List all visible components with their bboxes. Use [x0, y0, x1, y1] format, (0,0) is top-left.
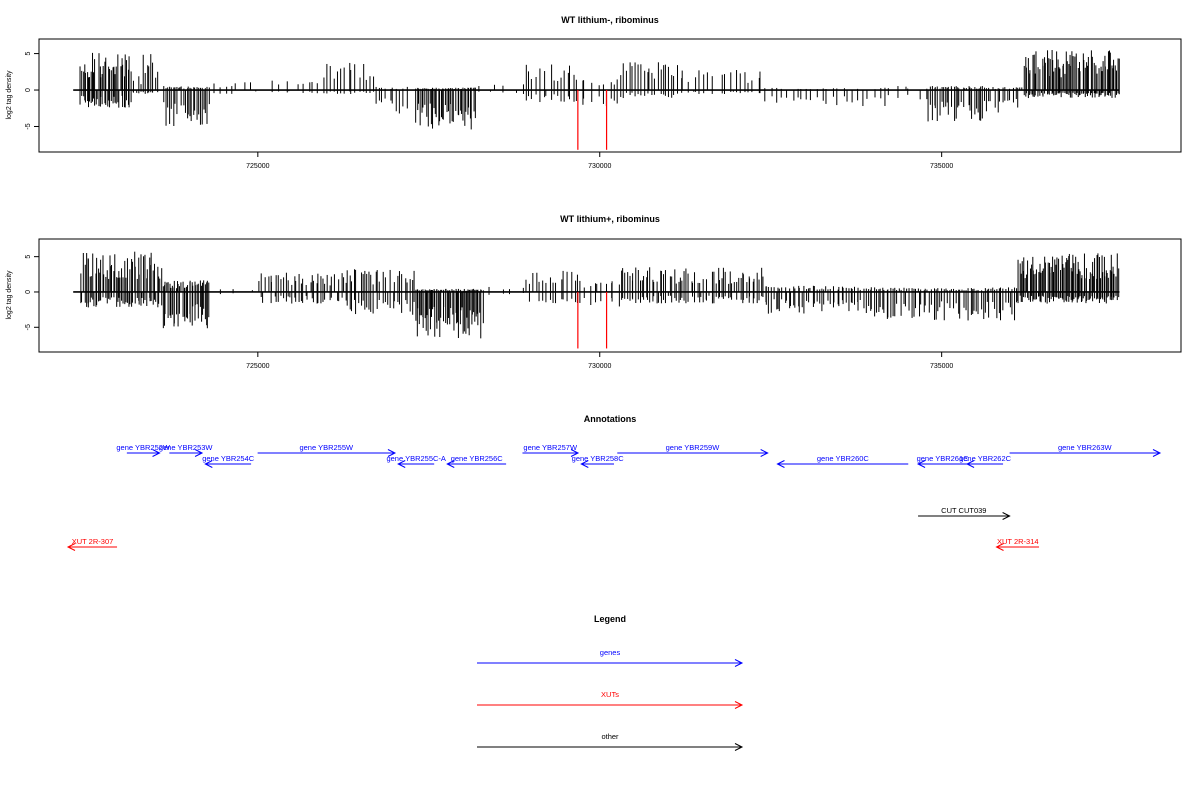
feature-arrowhead	[194, 449, 204, 457]
x-tick-label: 730000	[588, 163, 611, 170]
feature-arrowhead	[995, 543, 1004, 551]
y-tick-label: 0	[25, 290, 32, 294]
feature-label: gene YBR258C	[572, 454, 625, 463]
feature-gene-ybr257w: gene YBR257W	[522, 443, 580, 457]
plot-frame	[38, 238, 1182, 353]
feature-xut-2r-314: XUT 2R-314	[995, 537, 1040, 551]
legend: Legend genes XUTs other	[477, 614, 744, 751]
feature-gene-ybr255w: gene YBR255W	[257, 443, 397, 457]
feature-gene-ybr255c-a: gene YBR255C-A	[386, 454, 446, 468]
feature-label: gene YBR257W	[523, 443, 578, 452]
feature-arrowhead	[1002, 512, 1011, 520]
feature-gene-ybr259w: gene YBR259W	[617, 443, 769, 457]
feature-arrowhead	[760, 449, 769, 457]
feature-gene-ybr254c: gene YBR254C	[202, 454, 255, 468]
x-tick-label: 735000	[930, 363, 953, 370]
track-panel-lithium-plus: WT lithium+, ribominus log2 tag density …	[6, 214, 1182, 370]
y-axis: -5 0 5	[25, 52, 39, 130]
feature-label: gene YBR261C	[917, 454, 970, 463]
feature-gene-ybr262c: gene YBR262C	[959, 454, 1012, 468]
feature-label: XUT 2R-314	[997, 537, 1039, 546]
legend-item-xuts: XUTs	[477, 690, 744, 709]
legend-items: genes XUTs other	[477, 648, 744, 751]
feature-label: gene YBR254C	[202, 454, 255, 463]
feature-label: gene YBR252W	[116, 443, 171, 452]
feature-arrowhead	[387, 449, 397, 457]
y-tick-label: -5	[25, 123, 32, 129]
legend-item-genes: genes	[477, 648, 744, 667]
panel-title: WT lithium+, ribominus	[560, 214, 660, 224]
feature-arrowhead	[66, 543, 76, 551]
x-tick-label: 730000	[588, 363, 611, 370]
feature-label: gene YBR256C	[451, 454, 504, 463]
feature-label: gene YBR255C-A	[386, 454, 445, 463]
feature-label: gene YBR260C	[817, 454, 870, 463]
feature-gene-ybr256c: gene YBR256C	[446, 454, 507, 468]
feature-arrowhead	[580, 460, 589, 468]
x-axis: 725000 730000 735000	[246, 152, 953, 170]
feature-gene-ybr252w: gene YBR252W	[116, 443, 171, 457]
y-tick-label: -5	[25, 324, 32, 330]
y-tick-label: 5	[25, 52, 32, 56]
feature-arrowhead	[965, 460, 975, 468]
track-panel-lithium-minus: WT lithium-, ribominus log2 tag density …	[6, 15, 1182, 170]
legend-arrowhead	[734, 743, 744, 751]
legend-label: other	[601, 732, 619, 741]
feature-gene-ybr253w: gene YBR253W	[159, 443, 214, 457]
x-tick-label: 725000	[246, 363, 269, 370]
feature-label: gene YBR262C	[959, 454, 1012, 463]
y-tick-label: 0	[25, 88, 32, 92]
plot-frame	[38, 38, 1182, 153]
feature-arrowhead	[446, 460, 455, 468]
legend-title: Legend	[594, 614, 626, 624]
legend-label: XUTs	[601, 690, 619, 699]
legend-label: genes	[600, 648, 621, 657]
y-tick-label: 5	[25, 255, 32, 259]
feature-arrowhead	[152, 449, 161, 457]
feature-arrowhead	[204, 460, 213, 468]
x-tick-label: 735000	[930, 163, 953, 170]
feature-label: gene YBR255W	[299, 443, 354, 452]
y-axis: -5 0 5	[25, 255, 39, 330]
legend-arrowhead	[734, 659, 744, 667]
annotations-title: Annotations	[584, 414, 637, 424]
feature-gene-ybr258c: gene YBR258C	[572, 454, 625, 468]
legend-arrowhead	[734, 701, 744, 709]
x-tick-label: 725000	[246, 163, 269, 170]
feature-cut-cut039: CUT CUT039	[918, 506, 1011, 520]
feature-label: gene YBR259W	[666, 443, 721, 452]
highlight-group	[577, 90, 608, 150]
feature-arrowhead	[397, 460, 406, 468]
feature-label: XUT 2R-307	[72, 537, 114, 546]
feature-gene-ybr263w: gene YBR263W	[1009, 443, 1162, 457]
feature-arrowhead	[916, 460, 926, 468]
y-axis-label: log2 tag density	[6, 270, 13, 320]
legend-item-other: other	[477, 732, 744, 751]
feature-label: gene YBR253W	[159, 443, 214, 452]
feature-label: CUT CUT039	[941, 506, 986, 515]
feature-arrowhead	[776, 460, 785, 468]
feature-gene-ybr261c: gene YBR261C	[916, 454, 970, 468]
feature-arrowhead	[570, 449, 580, 457]
feature-label: gene YBR263W	[1058, 443, 1113, 452]
feature-gene-ybr260c: gene YBR260C	[776, 454, 909, 468]
feature-arrowhead	[1152, 449, 1162, 457]
highlight-group	[577, 291, 608, 349]
panel-title: WT lithium-, ribominus	[561, 15, 659, 25]
x-axis: 725000 730000 735000	[246, 352, 953, 370]
y-axis-label: log2 tag density	[6, 70, 13, 120]
feature-xut-2r-307: XUT 2R-307	[66, 537, 118, 551]
